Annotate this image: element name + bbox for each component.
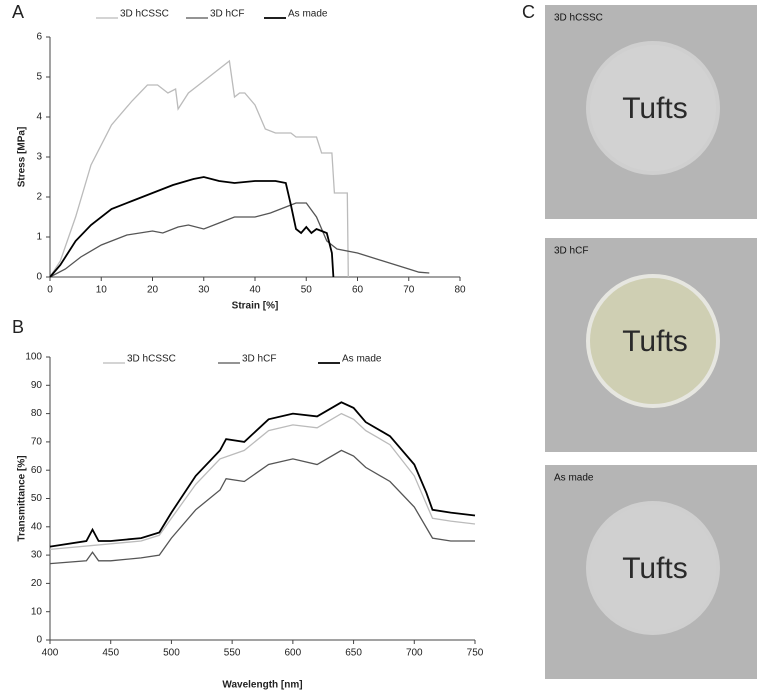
x-tick-label: 600 (285, 648, 302, 659)
y-tick-label: 30 (31, 550, 43, 561)
y-tick-label: 60 (31, 465, 43, 476)
series-line (49, 449, 475, 565)
y-tick-label: 1 (36, 232, 42, 243)
x-tick-label: 650 (345, 648, 362, 659)
series-line (49, 401, 476, 548)
x-tick-label: 0 (47, 285, 53, 296)
x-tick-label: 400 (42, 648, 59, 659)
photo-disc (586, 41, 720, 175)
legend-label: 3D hCSSC (127, 354, 176, 365)
x-tick-label: 60 (352, 285, 364, 296)
y-tick-label: 80 (31, 408, 43, 419)
series-line (49, 59, 349, 278)
x-tick-label: 500 (163, 648, 180, 659)
photo-text: Tufts (622, 92, 688, 125)
photo-disc (586, 274, 720, 408)
x-tick-label: 700 (406, 648, 423, 659)
legend-label: 3D hCSSC (120, 9, 169, 20)
x-tick-label: 70 (403, 285, 415, 296)
x-tick-label: 40 (249, 285, 261, 296)
x-tick-label: 750 (467, 648, 484, 659)
legend-label: 3D hCF (242, 354, 276, 365)
x-axis-title: Strain [%] (232, 301, 279, 312)
y-tick-label: 4 (36, 112, 42, 123)
y-tick-label: 90 (31, 380, 43, 391)
photo-text: Tufts (622, 552, 688, 585)
y-tick-label: 70 (31, 437, 43, 448)
series-line (49, 412, 476, 551)
y-tick-label: 0 (36, 635, 42, 646)
x-tick-label: 50 (301, 285, 313, 296)
y-tick-label: 0 (36, 272, 42, 283)
y-tick-label: 50 (31, 493, 43, 504)
photo-label: 3D hCSSC (554, 13, 603, 24)
y-tick-label: 40 (31, 521, 43, 532)
x-tick-label: 20 (147, 285, 159, 296)
photo-text: Tufts (622, 325, 688, 358)
series-line (49, 202, 430, 278)
photo-label: As made (554, 473, 594, 484)
x-tick-label: 550 (224, 648, 241, 659)
y-axis-title: Transmittance [%] (17, 455, 28, 541)
y-tick-label: 20 (31, 578, 43, 589)
panel-label: A (12, 2, 24, 22)
y-tick-label: 2 (36, 192, 42, 203)
y-tick-label: 3 (36, 152, 42, 163)
panel-label: B (12, 317, 24, 337)
x-tick-label: 10 (96, 285, 108, 296)
x-axis-title: Wavelength [nm] (222, 680, 302, 691)
legend-label: 3D hCF (210, 9, 244, 20)
x-tick-label: 450 (102, 648, 119, 659)
y-tick-label: 100 (25, 352, 42, 363)
y-tick-label: 5 (36, 72, 42, 83)
legend-label: As made (288, 9, 328, 20)
photo-disc (586, 501, 720, 635)
legend-label: As made (342, 354, 382, 365)
panel-label: C (522, 2, 535, 22)
y-tick-label: 6 (36, 32, 42, 43)
x-tick-label: 30 (198, 285, 210, 296)
photo-label: 3D hCF (554, 246, 588, 257)
series-line (49, 176, 335, 278)
y-tick-label: 10 (31, 606, 43, 617)
y-axis-title: Stress [MPa] (17, 127, 28, 188)
x-tick-label: 80 (454, 285, 466, 296)
